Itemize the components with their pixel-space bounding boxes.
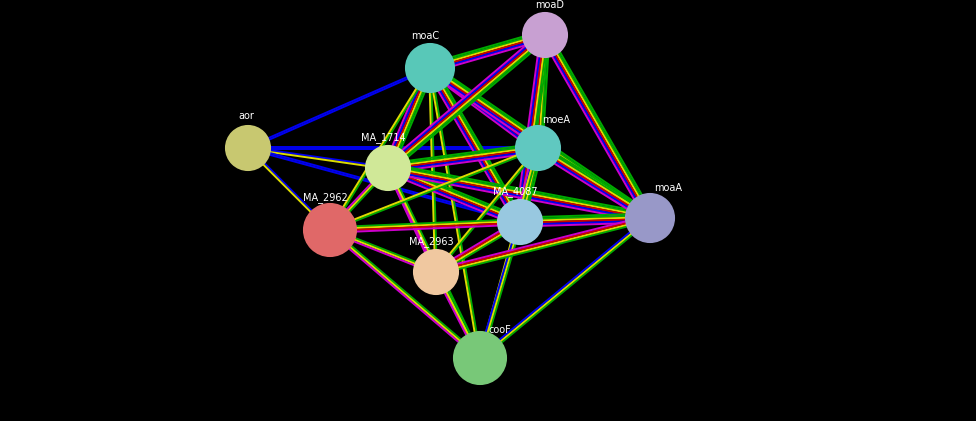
Circle shape [498, 200, 542, 244]
Text: aor: aor [238, 111, 254, 121]
Circle shape [304, 204, 356, 256]
Text: moeA: moeA [542, 115, 570, 125]
Text: MA_2963: MA_2963 [409, 237, 453, 248]
Circle shape [226, 126, 270, 170]
Circle shape [366, 146, 410, 190]
Text: MA_1714: MA_1714 [361, 133, 405, 144]
Text: MA_2962: MA_2962 [303, 192, 347, 203]
Circle shape [414, 250, 458, 294]
Circle shape [523, 13, 567, 57]
Circle shape [626, 194, 674, 242]
Text: moaA: moaA [654, 183, 682, 193]
Circle shape [516, 126, 560, 170]
Text: moaC: moaC [411, 31, 439, 41]
Text: MA_4087: MA_4087 [493, 187, 538, 197]
Text: moaD: moaD [536, 0, 564, 10]
Circle shape [406, 44, 454, 92]
Circle shape [454, 332, 506, 384]
Text: cooF: cooF [489, 325, 511, 335]
